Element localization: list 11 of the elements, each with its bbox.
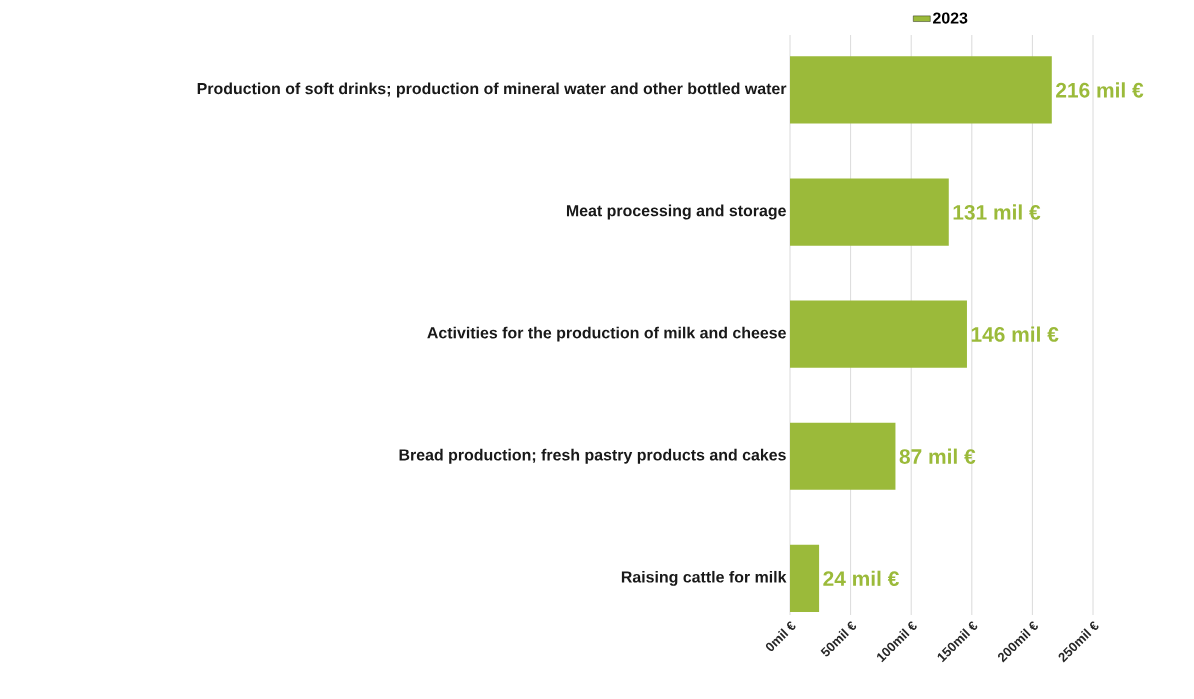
- y-tick-label: Meat processing and storage: [566, 204, 786, 220]
- y-tick-label: Production of soft drinks; production of mineral water and other bottled water: [197, 82, 787, 98]
- data-label: 146 mil €: [971, 326, 1059, 342]
- y-tick-label: Raising cattle for milk: [621, 570, 787, 586]
- data-label: 131 mil €: [953, 204, 1041, 220]
- data-label: 24 mil €: [823, 570, 899, 587]
- data-label: 216 mil €: [1056, 82, 1144, 98]
- data-label: 87 mil €: [899, 448, 976, 464]
- y-tick-label: Bread production; fresh pastry products and cakes: [399, 448, 786, 464]
- legend-label: 2023: [933, 12, 968, 24]
- y-tick-label: Activities for the production of milk and cheese: [427, 326, 786, 342]
